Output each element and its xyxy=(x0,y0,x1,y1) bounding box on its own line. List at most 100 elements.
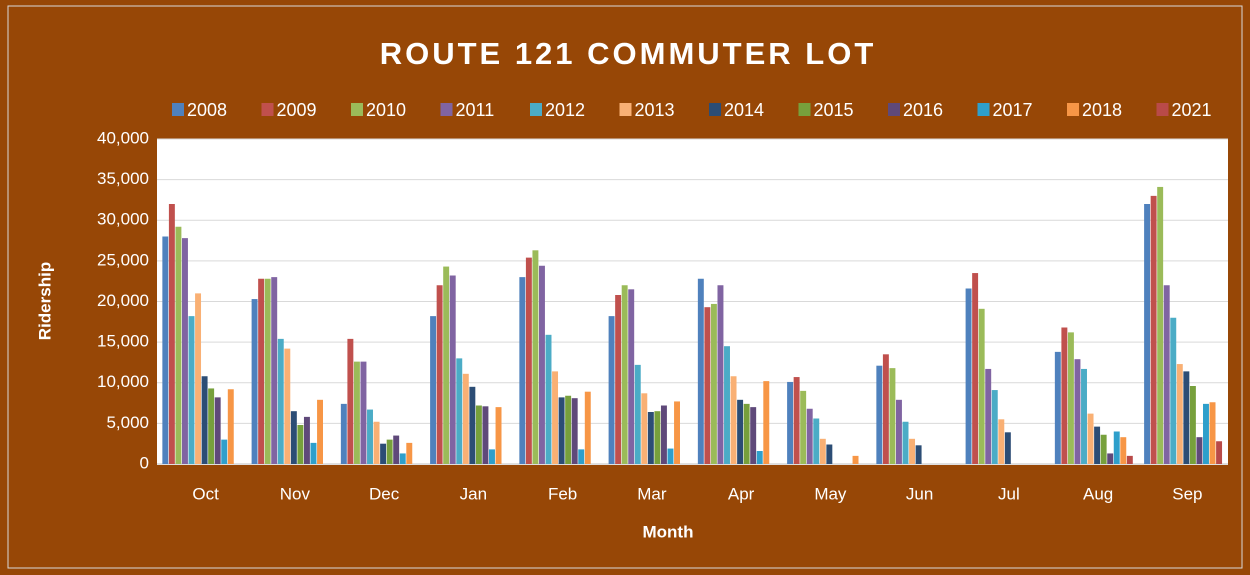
x-tick-label: Sep xyxy=(1172,484,1202,503)
bar xyxy=(634,364,641,464)
bar xyxy=(1004,432,1011,464)
bar xyxy=(674,401,680,464)
bar xyxy=(347,338,354,464)
bar xyxy=(251,299,258,464)
legend-swatch xyxy=(798,103,811,116)
bar xyxy=(578,449,585,464)
y-axis-title: Ridership xyxy=(35,262,54,340)
bar xyxy=(482,406,489,464)
bar xyxy=(1203,403,1209,464)
bar xyxy=(819,438,826,464)
bar xyxy=(654,411,661,464)
bar xyxy=(227,389,234,464)
x-tick-label: Aug xyxy=(1083,484,1113,503)
bar xyxy=(558,397,565,464)
bar xyxy=(436,285,443,464)
bar xyxy=(399,453,406,464)
bar xyxy=(737,399,744,464)
bar xyxy=(965,288,972,464)
bar xyxy=(565,395,572,464)
bar xyxy=(895,399,902,464)
bar xyxy=(1150,195,1157,464)
bar xyxy=(162,236,169,464)
x-tick-label: Jun xyxy=(906,484,933,503)
bar xyxy=(1196,437,1203,464)
legend-label: 2014 xyxy=(724,100,764,120)
legend-swatch xyxy=(1156,103,1169,116)
bar xyxy=(373,421,380,464)
bar xyxy=(1163,285,1170,464)
bar xyxy=(787,381,794,464)
bar xyxy=(360,361,367,464)
bar xyxy=(221,439,228,464)
bar xyxy=(1183,371,1190,464)
bar xyxy=(724,346,730,464)
bar xyxy=(584,391,591,464)
bar xyxy=(519,277,526,464)
bar xyxy=(1216,441,1223,464)
bar xyxy=(902,421,909,464)
legend-label: 2021 xyxy=(1172,100,1212,120)
legend-swatch xyxy=(977,103,990,116)
bar xyxy=(277,338,284,464)
legend-label: 2009 xyxy=(277,100,317,120)
bar xyxy=(208,388,215,464)
bar xyxy=(889,368,896,464)
legend-swatch xyxy=(351,103,363,116)
bar xyxy=(538,265,545,464)
bar xyxy=(756,451,763,464)
bar xyxy=(621,285,628,464)
legend-label: 2011 xyxy=(456,100,495,120)
bar xyxy=(615,295,622,464)
bar xyxy=(1157,186,1164,464)
bar xyxy=(201,376,208,464)
y-tick-label: 10,000 xyxy=(97,372,149,391)
bar xyxy=(525,257,532,464)
x-tick-label: Mar xyxy=(637,484,667,503)
chart-border xyxy=(7,5,1243,569)
bar xyxy=(552,371,559,464)
bar xyxy=(475,405,482,464)
y-tick-label: 20,000 xyxy=(97,291,149,310)
bar xyxy=(991,390,998,464)
bar xyxy=(545,334,552,464)
bar xyxy=(317,399,323,464)
bar xyxy=(763,381,770,464)
bar xyxy=(852,455,859,464)
bar xyxy=(717,285,724,464)
x-tick-label: Jul xyxy=(998,484,1020,503)
y-tick-label: 40,000 xyxy=(97,128,149,147)
bar xyxy=(188,316,195,464)
bar xyxy=(710,303,717,464)
bar xyxy=(303,416,310,464)
y-tick-label: 35,000 xyxy=(97,169,149,188)
y-tick-label: 0 xyxy=(140,453,149,472)
x-tick-label: Oct xyxy=(192,484,219,503)
bar xyxy=(806,408,813,464)
bar xyxy=(1054,351,1061,464)
y-tick-label: 5,000 xyxy=(106,413,149,432)
x-axis-title: Month xyxy=(643,522,694,541)
bar xyxy=(985,368,992,464)
legend-label: 2016 xyxy=(903,100,943,120)
legend-swatch xyxy=(530,103,542,116)
bar xyxy=(697,278,704,464)
bar xyxy=(495,407,502,464)
legend-label: 2010 xyxy=(366,100,406,120)
legend-swatch xyxy=(440,103,453,116)
bar xyxy=(489,449,495,464)
bar xyxy=(647,412,654,464)
y-tick-label: 25,000 xyxy=(97,250,149,269)
bar xyxy=(667,448,674,464)
bar xyxy=(284,348,291,464)
bar xyxy=(297,425,304,464)
legend-swatch xyxy=(261,103,274,116)
bar xyxy=(214,397,221,464)
bar xyxy=(1100,434,1107,464)
bar xyxy=(386,439,393,464)
legend-label: 2013 xyxy=(635,100,675,120)
bar xyxy=(181,238,188,464)
bar xyxy=(1081,368,1087,464)
bar xyxy=(443,266,450,464)
